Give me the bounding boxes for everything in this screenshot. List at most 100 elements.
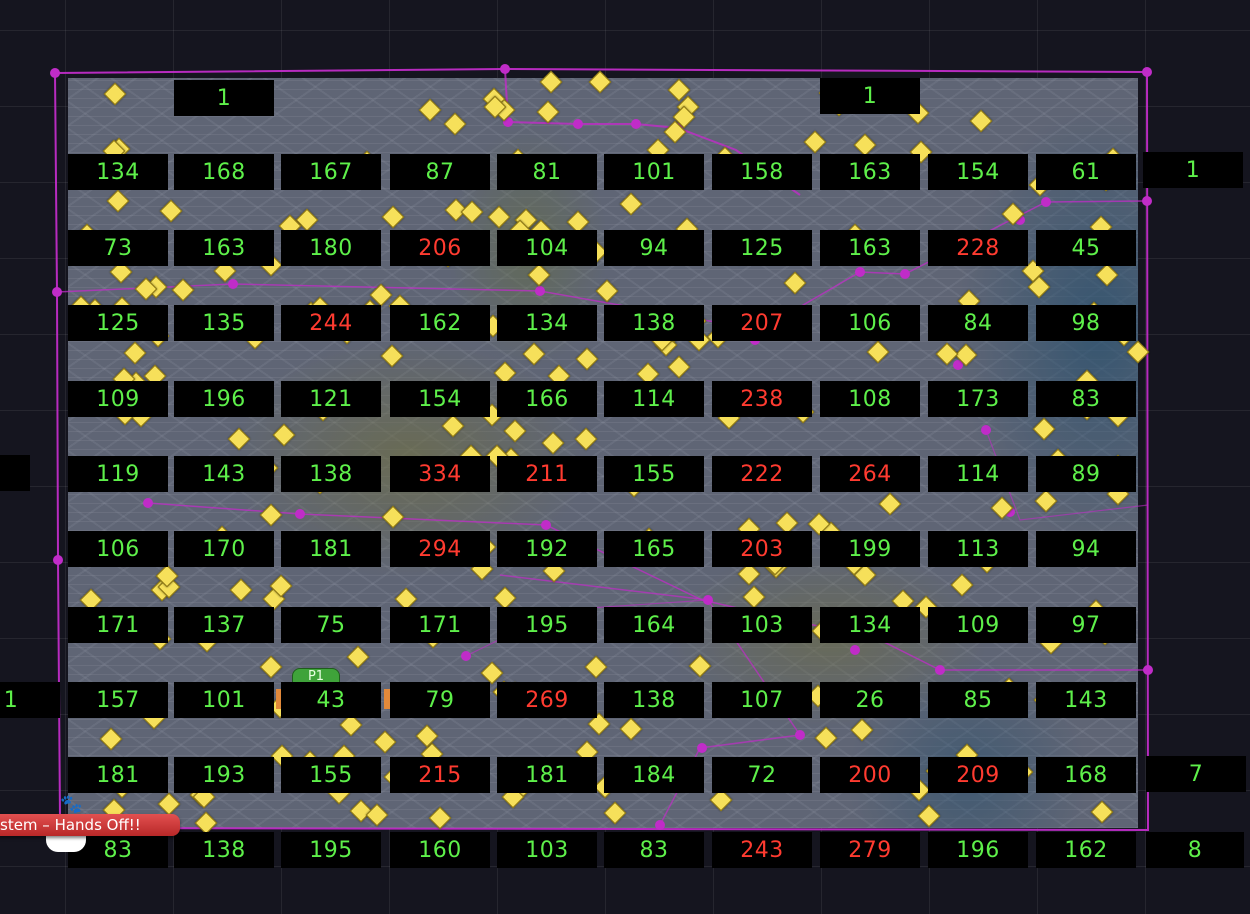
grid-cell: 170 [174, 531, 274, 567]
outside-cell: 1 [820, 78, 920, 114]
grid-cell: 113 [928, 531, 1028, 567]
grid-cell: 195 [497, 607, 597, 643]
grid-cell: 143 [1036, 682, 1136, 718]
grid-cell: 83 [1036, 381, 1136, 417]
grid-cell: 98 [1036, 305, 1136, 341]
grid-cell: 84 [928, 305, 1028, 341]
outside-cell: 7 [0, 455, 30, 491]
grid-cell: 195 [281, 832, 381, 868]
grid-cell: 215 [390, 757, 490, 793]
grid-cell: 294 [390, 531, 490, 567]
grid-cell: 196 [174, 381, 274, 417]
grid-cell: 81 [497, 154, 597, 190]
outside-cell: 1 [174, 80, 274, 116]
grid-cell: 143 [174, 456, 274, 492]
grid-cell: 157 [68, 682, 168, 718]
grid-cell: 114 [604, 381, 704, 417]
grid-cell: 155 [281, 757, 381, 793]
grid-cell: 101 [174, 682, 274, 718]
waypoint-dot [500, 64, 510, 74]
grid-cell: 168 [1036, 757, 1136, 793]
grid-cell: 103 [497, 832, 597, 868]
grid-cell: 73 [68, 230, 168, 266]
player-marker-icon[interactable]: P1 [292, 668, 340, 686]
grid-cell: 196 [928, 832, 1028, 868]
grid-cell: 107 [712, 682, 812, 718]
grid-cell: 181 [281, 531, 381, 567]
orange-tag [384, 689, 394, 709]
waypoint-dot [53, 555, 63, 565]
grid-cell: 163 [820, 154, 920, 190]
grid-cell: 97 [1036, 607, 1136, 643]
orange-tag [276, 689, 283, 709]
grid-cell: 101 [604, 154, 704, 190]
grid-cell: 109 [928, 607, 1028, 643]
grid-cell: 164 [604, 607, 704, 643]
outside-cell: 7 [1146, 756, 1246, 792]
waypoint-dot [50, 68, 60, 78]
grid-cell: 45 [1036, 230, 1136, 266]
grid-cell: 72 [712, 757, 812, 793]
grid-cell: 138 [604, 305, 704, 341]
grid-cell: 94 [604, 230, 704, 266]
grid-cell: 61 [1036, 154, 1136, 190]
grid-cell: 180 [281, 230, 381, 266]
grid-cell: 134 [497, 305, 597, 341]
warning-banner[interactable]: stem – Hands Off!! [0, 814, 180, 836]
grid-cell: 181 [68, 757, 168, 793]
grid-cell: 163 [820, 230, 920, 266]
grid-cell: 193 [174, 757, 274, 793]
grid-cell: 228 [928, 230, 1028, 266]
grid-cell: 162 [1036, 832, 1136, 868]
grid-cell: 264 [820, 456, 920, 492]
outside-cell: 8 [1146, 832, 1244, 868]
grid-cell: 138 [281, 456, 381, 492]
grid-cell: 114 [928, 456, 1028, 492]
grid-cell: 79 [390, 682, 490, 718]
grid-cell: 184 [604, 757, 704, 793]
grid-cell: 209 [928, 757, 1028, 793]
grid-cell: 154 [390, 381, 490, 417]
grid-cell: 134 [68, 154, 168, 190]
grid-cell: 206 [390, 230, 490, 266]
grid-cell: 222 [712, 456, 812, 492]
grid-cell: 121 [281, 381, 381, 417]
grid-cell: 171 [68, 607, 168, 643]
waypoint-dot [1143, 665, 1153, 675]
cat-icon: 🐾 [60, 794, 83, 815]
grid-cell: 269 [497, 682, 597, 718]
grid-cell: 334 [390, 456, 490, 492]
grid-cell: 138 [604, 682, 704, 718]
grid-cell: 168 [174, 154, 274, 190]
grid-cell: 163 [174, 230, 274, 266]
grid-cell: 162 [390, 305, 490, 341]
grid-cell: 181 [497, 757, 597, 793]
grid-cell: 43 [281, 682, 381, 718]
grid-cell: 135 [174, 305, 274, 341]
grid-cell: 89 [1036, 456, 1136, 492]
grid-cell: 155 [604, 456, 704, 492]
outside-cell: 1 [0, 682, 60, 718]
grid-cell: 125 [712, 230, 812, 266]
grid-cell: 106 [68, 531, 168, 567]
grid-cell: 165 [604, 531, 704, 567]
grid-cell: 106 [820, 305, 920, 341]
grid-cell: 279 [820, 832, 920, 868]
grid-cell: 199 [820, 531, 920, 567]
outside-cell: 1 [1143, 152, 1243, 188]
grid-cell: 192 [497, 531, 597, 567]
grid-cell: 173 [928, 381, 1028, 417]
grid-cell: 160 [390, 832, 490, 868]
grid-cell: 109 [68, 381, 168, 417]
grid-cell: 85 [928, 682, 1028, 718]
grid-cell: 238 [712, 381, 812, 417]
grid-cell: 154 [928, 154, 1028, 190]
grid-cell: 200 [820, 757, 920, 793]
grid-cell: 134 [820, 607, 920, 643]
grid-cell: 103 [712, 607, 812, 643]
grid-cell: 104 [497, 230, 597, 266]
grid-cell: 171 [390, 607, 490, 643]
waypoint-dot [1142, 67, 1152, 77]
waypoint-dot [52, 287, 62, 297]
grid-cell: 167 [281, 154, 381, 190]
